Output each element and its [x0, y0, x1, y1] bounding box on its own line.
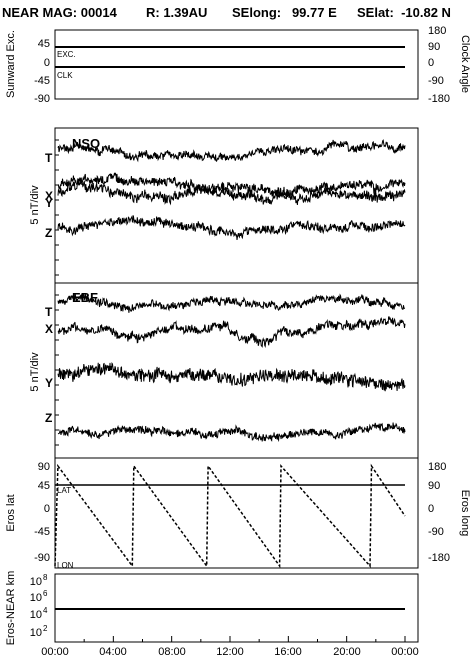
ebf-trace-t	[57, 292, 406, 313]
eros-tick-left-0: 0	[44, 503, 50, 515]
panel-distance: Eros-NEAR km 10 10 10 10 8 6 4 2	[5, 571, 419, 646]
panel-distance-ylabel: Eros-NEAR km	[5, 571, 17, 646]
x-tick-6: 00:00	[391, 646, 419, 656]
eros-tick-right-0: 0	[428, 503, 434, 515]
header-title: NEAR MAG: 00014	[2, 5, 118, 20]
panel-sunward-y2label: Clock Angle	[459, 35, 471, 93]
nso-trace-y	[57, 177, 406, 206]
tick-right-180: 180	[428, 25, 446, 37]
eros-tick-left-90: 90	[38, 461, 50, 473]
x-axis-tick-marks	[54, 636, 406, 642]
header: NEAR MAG: 00014 R: 1.39AU SElong: 99.77 …	[2, 5, 451, 20]
dist-exp-6: 6	[43, 589, 48, 598]
dist-exp-8: 8	[43, 573, 48, 582]
eros-tick-right-m90: -90	[428, 526, 444, 538]
dist-tick-1e8: 10	[30, 576, 42, 588]
x-tick-3: 12:00	[216, 646, 244, 656]
tick-left-m45: -45	[34, 75, 50, 87]
tick-right-m180: -180	[428, 93, 450, 105]
nso-label-t: T	[45, 151, 53, 165]
ebf-trace-y	[57, 361, 406, 392]
nso-label-z: Z	[45, 226, 52, 240]
header-selong: SElong: 99.77 E	[232, 5, 337, 20]
panel-sunward: Sunward Exc. Clock Angle 45 0 -45 -90 18…	[5, 25, 471, 105]
eros-tick-right-90: 90	[428, 480, 440, 492]
exc-label: EXC.	[57, 50, 76, 59]
lat-label: LAT	[57, 486, 71, 495]
x-tick-5: 20:00	[333, 646, 361, 656]
ebf-label-x: X	[45, 322, 53, 336]
nso-trace-x	[57, 172, 406, 197]
x-axis: 00:00 04:00 08:00 12:00 16:00 20:00 00:0…	[41, 636, 419, 656]
panel-eros-y2label: Eros long	[459, 490, 471, 536]
header-selat: SElat: -10.82 N	[357, 5, 451, 20]
lon-label: LON	[57, 561, 74, 570]
x-tick-2: 08:00	[158, 646, 186, 656]
panel-sunward-frame	[54, 29, 419, 100]
panel-eros: Eros lat Eros long 90 45 0 -45 -90 180 9…	[5, 457, 471, 570]
panel-nso-ylabel: 5 nT/div	[29, 185, 41, 225]
panel-eros-ylabel: Eros lat	[5, 494, 17, 531]
x-tick-0: 00:00	[41, 646, 69, 656]
dist-exp-4: 4	[43, 606, 48, 615]
nso-label-y: Y	[45, 196, 53, 210]
tick-left-0: 0	[44, 57, 50, 69]
x-tick-1: 04:00	[99, 646, 127, 656]
panel-eros-frame	[54, 457, 419, 569]
ebf-label-t: T	[45, 305, 53, 319]
ebf-label-z: Z	[45, 411, 52, 425]
tick-right-90: 90	[428, 41, 440, 53]
dist-tick-1e2: 10	[30, 627, 42, 639]
panel-nso: 5 nT/div NSO T X Y Z	[29, 127, 419, 284]
ebf-label-y: Y	[45, 376, 53, 390]
dist-exp-2: 2	[43, 624, 48, 633]
tick-left-45: 45	[38, 38, 50, 50]
tick-left-m90: -90	[34, 93, 50, 105]
panel-sunward-ylabel: Sunward Exc.	[5, 30, 17, 98]
lon-sawtooth	[54, 463, 406, 569]
tick-right-m90: -90	[428, 75, 444, 87]
nso-trace-t	[57, 139, 406, 163]
eros-tick-right-m180: -180	[428, 552, 450, 564]
dist-tick-1e6: 10	[30, 592, 42, 604]
clk-label: CLK	[57, 71, 73, 80]
eros-tick-left-45: 45	[38, 480, 50, 492]
panel-nso-ticks	[55, 139, 59, 276]
ebf-trace-z	[57, 422, 406, 443]
panel-ebf: 5 nT/div EBF T X Y Z	[29, 282, 419, 459]
header-distance: R: 1.39AU	[146, 5, 207, 20]
panel-ebf-ticks	[55, 294, 59, 446]
eros-tick-left-m90: -90	[34, 552, 50, 564]
panel-ebf-ylabel: 5 nT/div	[29, 352, 41, 392]
nso-label-x: X	[45, 189, 53, 203]
panel-nso-frame	[54, 127, 419, 284]
eros-tick-right-180: 180	[428, 461, 446, 473]
nso-trace-z	[57, 215, 406, 240]
x-tick-4: 16:00	[274, 646, 302, 656]
dist-tick-1e4: 10	[30, 609, 42, 621]
tick-right-0: 0	[428, 57, 434, 69]
ebf-trace-x	[57, 316, 406, 349]
eros-tick-left-m45: -45	[34, 526, 50, 538]
